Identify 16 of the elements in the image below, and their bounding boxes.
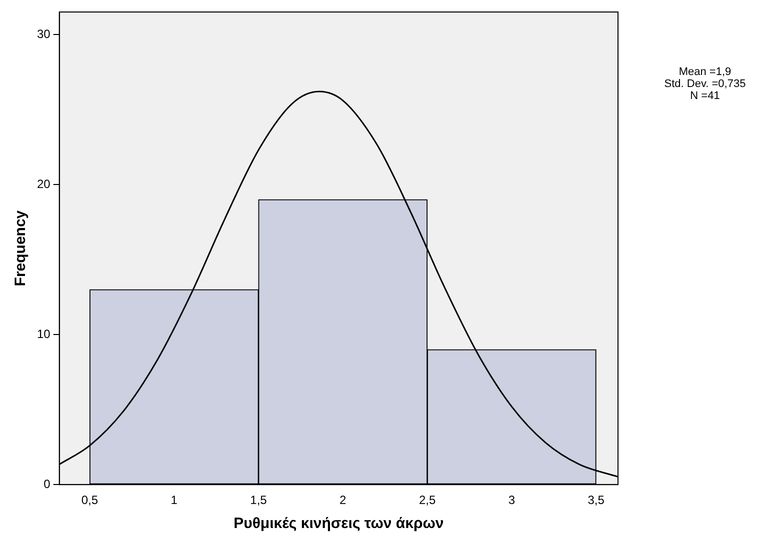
x-tick-label: 0,5 — [81, 493, 98, 508]
x-tick-label: 1,5 — [250, 493, 268, 508]
y-tick-label: 20 — [36, 176, 51, 191]
y-tick-label: 10 — [36, 326, 51, 341]
x-axis-title: Ρυθμικές κινήσεις των άκρων — [234, 515, 444, 532]
text: Mean =1,9 — [678, 66, 732, 78]
x-tick-label: 1 — [170, 493, 178, 508]
text: N =41 — [689, 90, 721, 102]
text: Std. Dev. =0,735 — [663, 78, 747, 90]
x-tick-label: 3,5 — [588, 493, 605, 508]
y-axis-title: Frequency — [12, 210, 30, 286]
x-tick-label: 3 — [508, 493, 516, 508]
y-tick-label: 0 — [44, 476, 51, 491]
y-tick-label: 30 — [36, 26, 51, 41]
x-tick-label: 2 — [340, 493, 347, 508]
x-tick-label: 2,5 — [418, 493, 436, 508]
